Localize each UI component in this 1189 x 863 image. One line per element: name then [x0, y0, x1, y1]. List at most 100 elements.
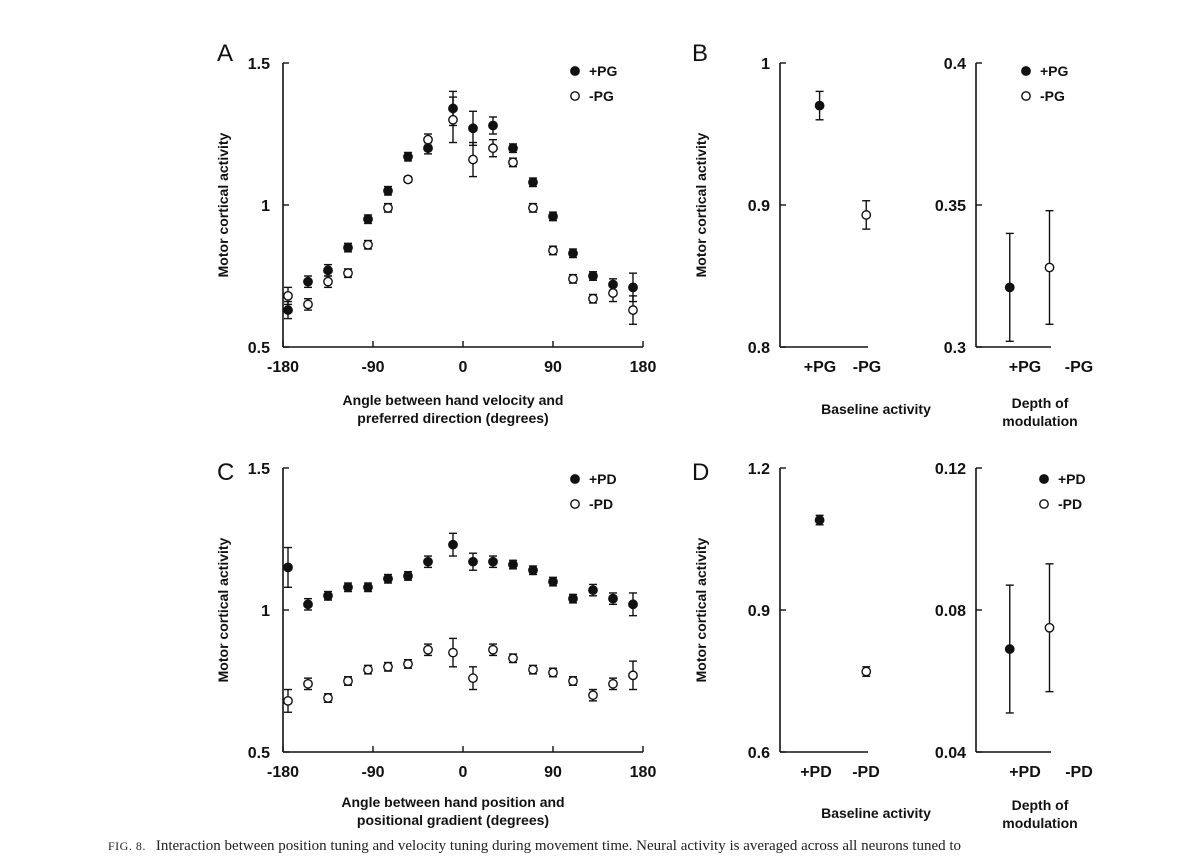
data-point: [303, 599, 313, 610]
data-point: [568, 593, 578, 604]
data-point: [403, 659, 413, 669]
category-label: +PD: [1009, 764, 1041, 781]
data-point: [1004, 282, 1015, 293]
y-tick-label: 1: [761, 56, 770, 73]
data-point: [283, 562, 293, 573]
y-tick-label: 0.08: [935, 603, 966, 620]
data-point: [628, 670, 638, 681]
legend-marker: [570, 474, 580, 484]
legend-label: -PD: [1058, 496, 1082, 512]
y-tick-label: 0.6: [748, 745, 770, 762]
data-point: [568, 676, 578, 686]
x-axis-label: Baseline activity: [821, 805, 931, 821]
y-tick-label: 0.9: [748, 603, 770, 620]
data-point: [363, 239, 373, 250]
category-label: -PG: [853, 359, 881, 376]
y-axis-label: Motor cortical activity: [693, 132, 709, 277]
data-point: [1004, 644, 1015, 654]
data-point: [303, 276, 313, 287]
panel-label: A: [217, 40, 233, 67]
legend-label: +PG: [589, 63, 618, 79]
y-tick-label: 0.5: [248, 745, 270, 762]
legend-marker: [1039, 474, 1049, 484]
data-point: [861, 210, 872, 220]
data-point: [814, 515, 825, 525]
x-axis-label: preferred direction (degrees): [357, 410, 548, 426]
category-label: -PD: [1065, 764, 1093, 781]
data-point: [363, 664, 373, 675]
data-point: [528, 177, 538, 188]
legend-label: -PG: [1040, 88, 1065, 104]
data-point: [628, 599, 638, 610]
data-point: [343, 676, 353, 686]
x-axis-label: Depth of: [1012, 797, 1069, 813]
data-point: [508, 143, 518, 154]
legend-marker: [570, 66, 580, 76]
x-tick-label: -90: [361, 359, 384, 376]
data-point: [363, 582, 373, 593]
data-point: [488, 644, 498, 655]
data-point: [383, 185, 393, 196]
data-point: [548, 576, 558, 587]
data-point: [448, 114, 458, 125]
data-point: [448, 539, 458, 550]
category-label: -PD: [852, 764, 880, 781]
x-axis-label: Baseline activity: [821, 401, 931, 417]
x-axis-label: positional gradient (degrees): [357, 812, 549, 828]
x-tick-label: -180: [267, 764, 299, 781]
y-axis-label: Motor cortical activity: [693, 537, 709, 682]
data-point: [468, 154, 478, 165]
data-point: [608, 678, 618, 689]
data-point: [323, 265, 333, 276]
legend-marker: [1039, 499, 1049, 509]
caption-label: FIG. 8.: [108, 839, 146, 853]
x-tick-label: -90: [361, 764, 384, 781]
data-point: [468, 673, 478, 684]
data-point: [403, 571, 413, 581]
category-label: +PD: [800, 764, 832, 781]
data-point: [283, 305, 293, 315]
y-tick-label: 0.9: [748, 198, 770, 215]
data-point: [568, 273, 578, 284]
legend-label: +PG: [1040, 63, 1069, 79]
x-tick-label: 180: [630, 359, 657, 376]
y-tick-label: 1.5: [248, 461, 270, 478]
data-point: [403, 151, 413, 162]
data-point: [343, 582, 353, 593]
data-point: [488, 556, 498, 567]
category-label: +PG: [1009, 359, 1041, 376]
data-point: [528, 202, 538, 213]
y-tick-label: 1: [261, 198, 270, 215]
data-point: [323, 276, 333, 287]
y-tick-label: 0.35: [935, 198, 966, 215]
data-point: [343, 268, 353, 279]
x-tick-label: 90: [544, 764, 562, 781]
data-point: [568, 248, 578, 259]
data-point: [1044, 622, 1055, 633]
data-point: [343, 242, 353, 253]
data-point: [548, 211, 558, 222]
data-point: [814, 100, 825, 111]
y-tick-label: 0.3: [944, 340, 966, 357]
data-point: [448, 647, 458, 658]
y-tick-label: 1: [261, 603, 270, 620]
data-point: [323, 590, 333, 601]
category-label: -PG: [1065, 359, 1093, 376]
data-point: [468, 123, 478, 134]
data-point: [608, 593, 618, 604]
y-tick-label: 0.12: [935, 461, 966, 478]
data-point: [423, 556, 433, 567]
legend-label: -PG: [589, 88, 614, 104]
legend-label: -PD: [589, 496, 613, 512]
data-point: [303, 299, 313, 310]
legend-marker: [570, 499, 580, 509]
x-axis-label: Angle between hand position and: [341, 794, 564, 810]
data-point: [363, 214, 373, 225]
data-point: [488, 143, 498, 154]
data-point: [588, 690, 598, 701]
data-point: [588, 271, 598, 281]
data-point: [528, 565, 538, 576]
x-axis-label: modulation: [1002, 413, 1077, 429]
data-point: [283, 290, 293, 301]
data-point: [323, 693, 333, 703]
